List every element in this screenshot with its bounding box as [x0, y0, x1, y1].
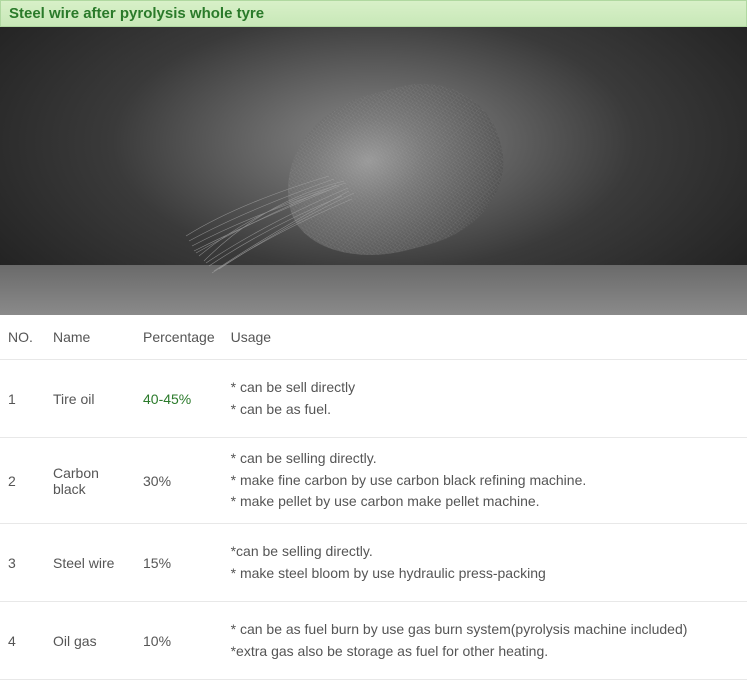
usage-line: * make steel bloom by use hydraulic pres…: [231, 563, 739, 585]
cell-percentage: 10%: [135, 602, 223, 680]
cell-usage: * can be as fuel burn by use gas burn sy…: [223, 602, 747, 680]
cell-no: 4: [0, 602, 45, 680]
table-header-row: NO. Name Percentage Usage: [0, 315, 747, 360]
hero-image: [0, 27, 747, 315]
table-row: 4Oil gas10% * can be as fuel burn by use …: [0, 602, 747, 680]
usage-line: * can be sell directly: [231, 377, 739, 399]
products-table: NO. Name Percentage Usage 1Tire oil40-45…: [0, 315, 747, 680]
usage-line: * can be as fuel.: [231, 399, 739, 421]
usage-line: * make fine carbon by use carbon black r…: [231, 470, 739, 492]
cell-name: Oil gas: [45, 602, 135, 680]
col-usage-header: Usage: [223, 315, 747, 360]
cell-percentage: 15%: [135, 524, 223, 602]
cell-no: 2: [0, 438, 45, 524]
cell-usage: *can be selling directly.* make steel bl…: [223, 524, 747, 602]
page-title: Steel wire after pyrolysis whole tyre: [0, 0, 747, 27]
cell-percentage: 30%: [135, 438, 223, 524]
cell-usage: * can be sell directly* can be as fuel.: [223, 360, 747, 438]
cell-usage: * can be selling directly.* make fine ca…: [223, 438, 747, 524]
cell-name: Steel wire: [45, 524, 135, 602]
table-row: 3Steel wire15%*can be selling directly.*…: [0, 524, 747, 602]
usage-line: *can be selling directly.: [231, 541, 739, 563]
cell-name: Carbon black: [45, 438, 135, 524]
usage-line: * can be as fuel burn by use gas burn sy…: [231, 619, 739, 641]
cell-name: Tire oil: [45, 360, 135, 438]
table-row: 1Tire oil40-45%* can be sell directly* c…: [0, 360, 747, 438]
cell-no: 1: [0, 360, 45, 438]
table-row: 2Carbon black30%* can be selling directl…: [0, 438, 747, 524]
usage-line: *extra gas also be storage as fuel for o…: [231, 641, 739, 663]
col-name-header: Name: [45, 315, 135, 360]
col-pct-header: Percentage: [135, 315, 223, 360]
col-no-header: NO.: [0, 315, 45, 360]
usage-line: * can be selling directly.: [231, 448, 739, 470]
cell-no: 3: [0, 524, 45, 602]
usage-line: * make pellet by use carbon make pellet …: [231, 491, 739, 513]
cell-percentage: 40-45%: [135, 360, 223, 438]
